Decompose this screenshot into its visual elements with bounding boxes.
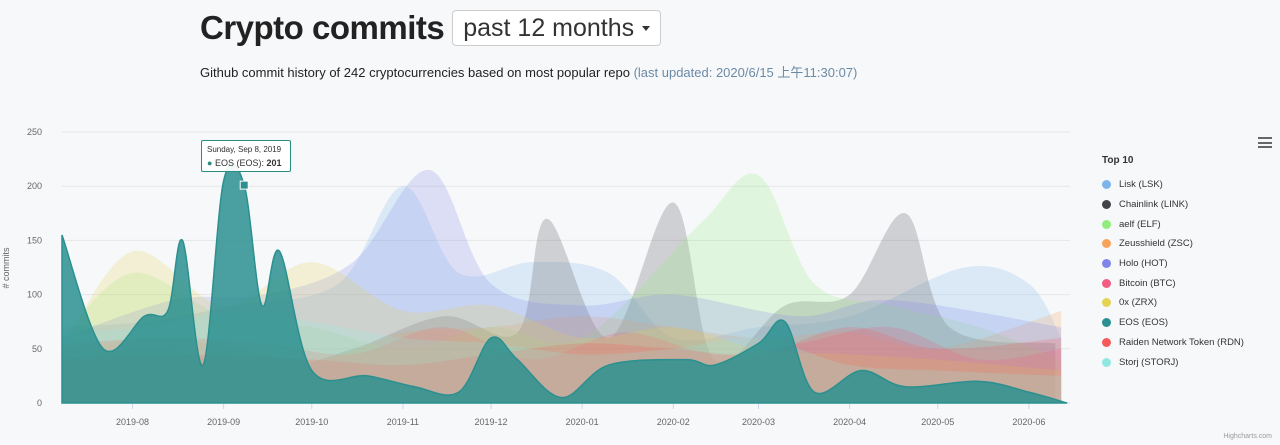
legend-dot-icon [1102, 259, 1111, 269]
tooltip-value: 201 [266, 158, 282, 168]
series-area-aelf-elf [62, 173, 1062, 403]
credits-link[interactable]: Highcharts.com [1223, 433, 1272, 440]
legend-item[interactable]: Raiden Network Token (RDN) [1102, 333, 1244, 353]
legend-title: Top 10 [1102, 155, 1134, 166]
x-tick-label: 2020-03 [742, 417, 775, 427]
y-axis-title: # commits [1, 247, 11, 289]
legend-item[interactable]: EOS (EOS) [1102, 313, 1244, 333]
legend-label: Zeusshield (ZSC) [1119, 238, 1193, 250]
x-tick-label: 2020-01 [566, 417, 599, 427]
x-tick-label: 2020-02 [657, 417, 690, 427]
chart-menu-icon[interactable] [1258, 137, 1272, 148]
legend-item[interactable]: aelf (ELF) [1102, 214, 1244, 234]
page-subtitle: Github commit history of 242 cryptocurre… [200, 62, 1200, 81]
tooltip-date: Sunday, Sep 8, 2019 [207, 145, 282, 154]
legend-dot-icon [1102, 219, 1111, 229]
y-tick-label: 200 [27, 181, 42, 191]
chart-legend: Top 10 Lisk (LSK) Chainlink (LINK) aelf (E… [1102, 155, 1244, 372]
y-tick-label: 50 [32, 344, 42, 354]
x-tick-label: 2019-12 [475, 417, 508, 427]
legend-dot-icon [1102, 180, 1111, 190]
page-header: Crypto commits past 12 months Github com… [200, 8, 1200, 81]
x-tick-label: 2020-04 [833, 417, 866, 427]
y-tick-label: 150 [27, 235, 42, 245]
legend-label: EOS (EOS) [1119, 317, 1169, 329]
series-area-holo-hot [62, 169, 1062, 403]
legend-item[interactable]: Storj (STORJ) [1102, 352, 1244, 372]
x-tick-label: 2020-05 [921, 417, 954, 427]
legend-label: Holo (HOT) [1119, 258, 1168, 270]
series-area-lisk-lsk [62, 186, 1062, 403]
legend-item[interactable]: Zeusshield (ZSC) [1102, 234, 1244, 254]
last-updated-text: (last updated: 2020/6/15 上午11:30:07) [633, 65, 858, 80]
x-tick-label: 2020-06 [1012, 417, 1045, 427]
legend-label: 0x (ZRX) [1119, 297, 1157, 309]
legend-label: Raiden Network Token (RDN) [1119, 336, 1244, 348]
legend-item[interactable]: Bitcoin (BTC) [1102, 273, 1244, 293]
legend-label: Bitcoin (BTC) [1119, 277, 1176, 289]
legend-dot-icon [1102, 298, 1111, 308]
tooltip-dot-icon: ● [207, 158, 213, 168]
legend-dot-icon [1102, 200, 1111, 210]
x-tick-label: 2019-08 [116, 417, 149, 427]
y-tick-label: 0 [37, 398, 42, 408]
x-tick-label: 2019-10 [295, 417, 328, 427]
x-tick-label: 2019-09 [207, 417, 240, 427]
legend-dot-icon [1102, 239, 1111, 249]
page-title: Crypto commits [200, 9, 445, 46]
legend-label: aelf (ELF) [1119, 218, 1161, 230]
legend-item[interactable]: Lisk (LSK) [1102, 175, 1244, 195]
chart-tooltip: Sunday, Sep 8, 2019 ● EOS (EOS): 201 [201, 140, 291, 172]
legend-dot-icon [1102, 337, 1111, 347]
time-range-label: past 12 months [463, 13, 635, 42]
x-tick-label: 2019-11 [387, 417, 419, 427]
legend-label: Storj (STORJ) [1119, 356, 1179, 368]
series-area-0x-zrx [62, 250, 1062, 403]
legend-item[interactable]: Holo (HOT) [1102, 254, 1244, 274]
legend-dot-icon [1102, 278, 1111, 288]
legend-item[interactable]: Chainlink (LINK) [1102, 195, 1244, 215]
time-range-dropdown[interactable]: past 12 months [452, 10, 662, 46]
tooltip-series: EOS (EOS): [214, 158, 267, 168]
legend-item[interactable]: 0x (ZRX) [1102, 293, 1244, 313]
subtitle-text: Github commit history of 242 cryptocurre… [200, 65, 630, 80]
legend-label: Chainlink (LINK) [1119, 199, 1189, 211]
legend-dot-icon [1102, 357, 1111, 367]
series-area-eos-eos [61, 162, 1068, 404]
highlight-point [239, 180, 249, 190]
chevron-down-icon [642, 25, 651, 31]
legend-dot-icon [1102, 318, 1111, 328]
series-area-chainlink-link [62, 202, 1056, 403]
y-tick-label: 100 [27, 290, 42, 300]
y-tick-label: 250 [27, 127, 42, 137]
legend-label: Lisk (LSK) [1119, 179, 1163, 191]
